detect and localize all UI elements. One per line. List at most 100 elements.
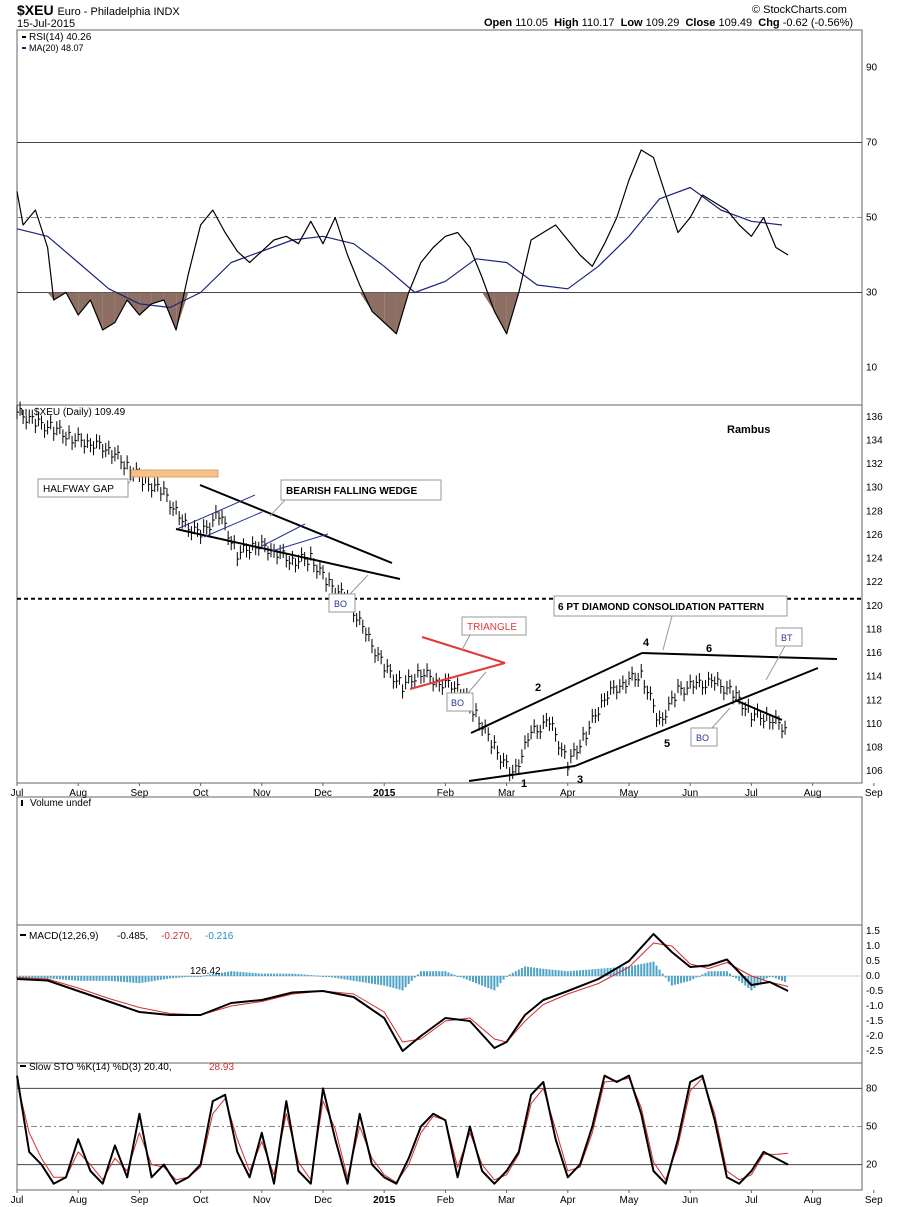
sto-x-axis-label: Feb — [437, 1195, 455, 1206]
macd-histogram-bar — [233, 971, 236, 976]
macd-histogram-bar — [306, 974, 309, 976]
rsi-oversold-fill — [78, 292, 91, 315]
rsi-oversold-fill — [163, 292, 177, 330]
macd-histogram-bar — [676, 976, 679, 984]
macd-histogram-bar — [689, 976, 692, 981]
macd-histogram-bar — [392, 976, 395, 988]
macd-histogram-bar — [732, 976, 735, 977]
macd-legend-1: -0.485, — [117, 931, 148, 942]
bt-label: BT — [781, 633, 793, 643]
macd-histogram-bar — [251, 972, 254, 976]
sto-x-axis-label: May — [620, 1195, 639, 1206]
price-y-tick: 120 — [866, 601, 883, 612]
rsi-oversold-fill — [359, 292, 372, 312]
bt-callout — [775, 627, 803, 647]
flag-line — [203, 511, 263, 538]
macd-histogram-bar — [655, 965, 658, 976]
macd-histogram-bar — [530, 967, 533, 976]
macd-histogram-bar — [505, 976, 508, 977]
macd-histogram-bar — [162, 976, 165, 980]
macd-histogram-bar — [266, 973, 269, 976]
diamond-point-4: 4 — [643, 637, 650, 649]
macd-histogram-bar — [462, 976, 465, 979]
macd-histogram-bar — [563, 970, 566, 976]
macd-histogram-bar — [377, 976, 380, 985]
diamond-upper-left-line — [470, 652, 643, 734]
macd-histogram-bar — [422, 971, 425, 976]
macd-histogram-bar — [728, 973, 731, 976]
sto-x-axis-label: Sep — [131, 1195, 149, 1206]
macd-y-tick: 0.5 — [866, 956, 880, 967]
price-x-axis-label: Dec — [314, 788, 332, 799]
macd-histogram-bar — [664, 976, 667, 978]
macd-histogram-bar — [74, 976, 77, 981]
halfway-gap-pointer — [127, 475, 135, 485]
macd-histogram-bar — [282, 973, 285, 976]
macd-histogram-bar — [383, 976, 386, 986]
macd-histogram-bar — [551, 969, 554, 976]
macd-histogram-bar — [465, 976, 468, 980]
sto-x-axis-label: Nov — [253, 1195, 271, 1206]
macd-histogram-bar — [276, 973, 279, 976]
macd-histogram-bar — [652, 961, 655, 976]
macd-histogram-bar — [407, 976, 410, 984]
macd-histogram-bar — [58, 976, 61, 980]
price-x-axis-label: Jun — [682, 788, 698, 799]
macd-histogram-bar — [456, 976, 459, 977]
macd-histogram-bar — [735, 976, 738, 979]
ma-legend: MA(20) 48.07 — [29, 43, 84, 53]
macd-histogram-bar — [698, 976, 701, 977]
macd-histogram-bar — [707, 971, 710, 976]
macd-histogram-bar — [95, 976, 98, 981]
macd-histogram-bar — [43, 976, 46, 979]
macd-histogram-bar — [624, 966, 627, 976]
sto-x-axis-label: Jul — [745, 1195, 758, 1206]
rsi-y-tick: 30 — [866, 288, 878, 299]
macd-histogram-bar — [273, 973, 276, 976]
macd-histogram-bar — [309, 975, 312, 977]
macd-histogram-bar — [523, 966, 526, 976]
macd-histogram-bar — [750, 976, 753, 991]
macd-histogram-bar — [606, 968, 609, 976]
flag-line — [271, 533, 329, 552]
price-x-axis-label: 2015 — [373, 788, 396, 799]
macd-legend-2: -0.270, — [161, 931, 192, 942]
macd-histogram-bar — [640, 964, 643, 976]
macd-histogram-bar — [579, 970, 582, 976]
macd-histogram-bar — [719, 971, 722, 976]
macd-histogram-bar — [738, 976, 741, 981]
triangle-lower-line — [409, 662, 506, 690]
diamond-point-6: 6 — [706, 643, 712, 655]
sto-y-tick: 80 — [866, 1083, 878, 1094]
macd-histogram-bar — [34, 976, 37, 979]
macd-histogram-bar — [147, 976, 150, 982]
macd-histogram-bar — [334, 976, 337, 978]
macd-histogram-bar — [658, 969, 661, 976]
macd-histogram-bar — [224, 972, 227, 976]
rsi-y-tick: 50 — [866, 213, 878, 224]
macd-histogram-bar — [205, 975, 208, 977]
diamond-point-2: 2 — [535, 682, 541, 694]
macd-histogram-bar — [695, 976, 698, 978]
panel-frame-vol — [16, 796, 863, 926]
macd-histogram-bar — [771, 976, 774, 978]
macd-histogram-bar — [572, 970, 575, 976]
macd-histogram-bar — [426, 971, 429, 976]
macd-histogram-bar — [768, 976, 771, 977]
diamond-label: 6 PT DIAMOND CONSOLIDATION PATTERN — [558, 602, 764, 613]
macd-histogram-bar — [196, 976, 199, 977]
macd-histogram-bar — [597, 968, 600, 976]
ohlc-readout: Open 110.05 High 110.17 Low 109.29 Close… — [484, 17, 854, 29]
macd-histogram-bar — [514, 971, 517, 976]
price-x-axis-label: Sep — [131, 788, 149, 799]
macd-histogram-bar — [202, 975, 205, 977]
macd-histogram-bar — [86, 976, 89, 981]
rsi-y-tick: 90 — [866, 63, 878, 74]
macd-histogram-bar — [358, 976, 361, 982]
sto-d-line — [16, 1077, 789, 1183]
macd-histogram-bar — [110, 976, 113, 982]
macd-histogram-bar — [303, 974, 306, 976]
macd-histogram-bar — [566, 971, 569, 976]
macd-histogram-bar — [104, 976, 107, 981]
